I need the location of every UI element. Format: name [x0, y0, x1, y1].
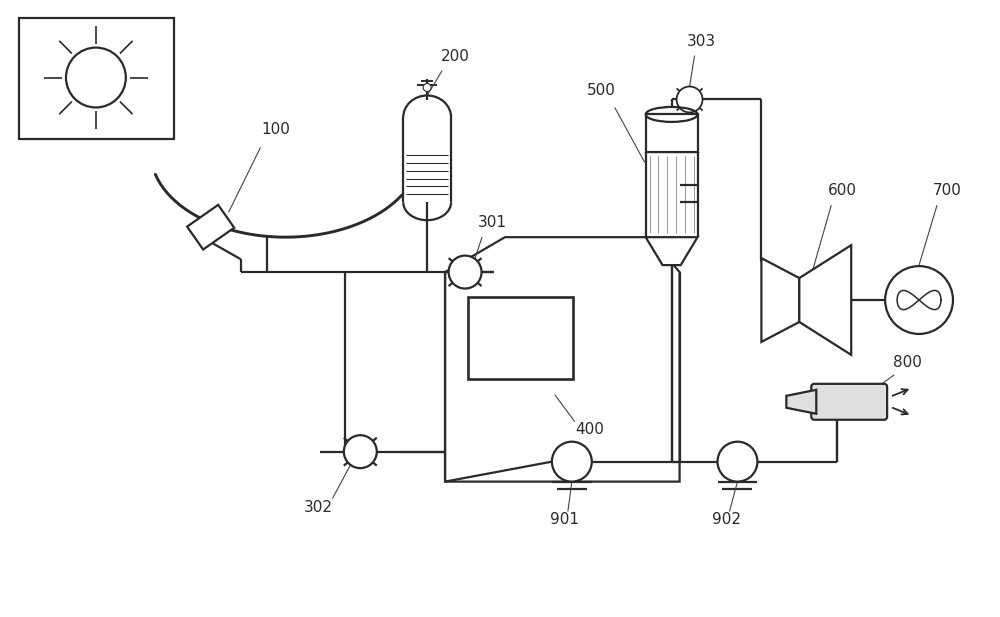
Polygon shape	[646, 237, 698, 265]
Text: 301: 301	[478, 215, 507, 230]
Circle shape	[344, 435, 377, 468]
Polygon shape	[786, 390, 816, 414]
Bar	[646, 114, 698, 152]
Circle shape	[66, 48, 126, 107]
Polygon shape	[761, 258, 799, 342]
Circle shape	[677, 86, 703, 112]
Text: 100: 100	[261, 122, 290, 138]
Circle shape	[449, 255, 482, 289]
Text: 500: 500	[587, 83, 616, 99]
Text: 700: 700	[933, 183, 961, 198]
Text: 200: 200	[441, 49, 470, 64]
Text: 901: 901	[550, 511, 579, 526]
FancyBboxPatch shape	[811, 384, 887, 420]
Circle shape	[423, 83, 431, 91]
Text: 800: 800	[893, 355, 922, 370]
Text: 400: 400	[575, 421, 604, 437]
Circle shape	[718, 442, 757, 482]
Circle shape	[885, 266, 953, 334]
Bar	[468, 297, 573, 379]
Polygon shape	[187, 205, 234, 249]
Text: 302: 302	[304, 500, 333, 515]
Polygon shape	[799, 245, 851, 355]
Bar	[19, 18, 174, 139]
Circle shape	[552, 442, 592, 482]
Text: 303: 303	[687, 33, 716, 49]
Text: 902: 902	[712, 511, 741, 526]
Polygon shape	[445, 237, 680, 482]
Text: 600: 600	[828, 183, 857, 198]
